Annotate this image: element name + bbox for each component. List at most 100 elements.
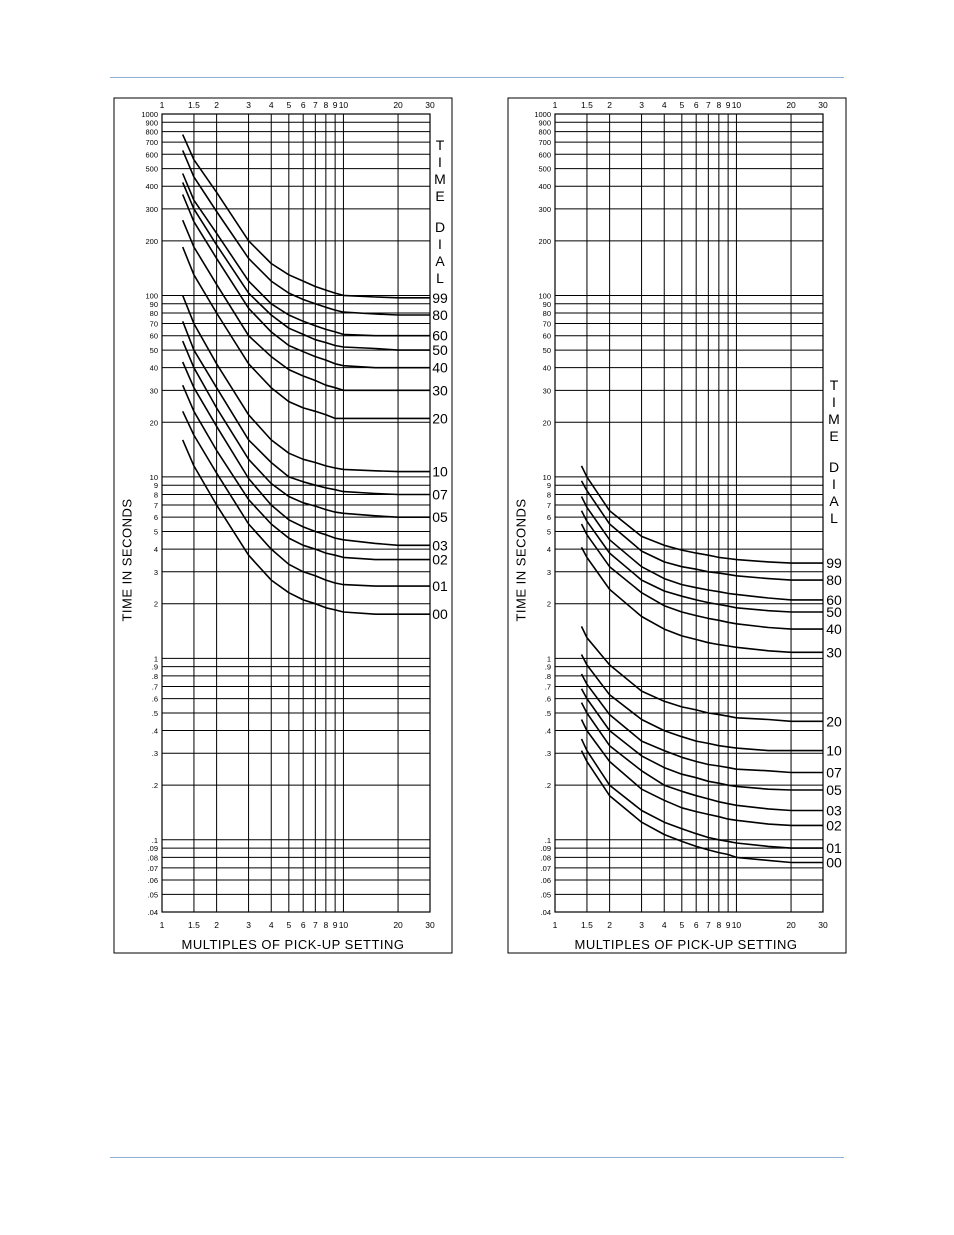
y-tick-label: 900: [145, 118, 158, 127]
chart-panel-1: 111.51.522334455667788991010202030301000…: [113, 97, 453, 954]
x-tick-label-top: 5: [679, 100, 684, 110]
x-tick-label: 9: [333, 920, 338, 930]
y-tick-label: 80: [150, 309, 158, 318]
series-line-50: [580, 510, 823, 613]
legend-title-letter: D: [829, 459, 839, 475]
y-tick-label: 200: [538, 237, 551, 246]
series-line-40: [580, 523, 823, 630]
series-label-99: 99: [826, 555, 842, 571]
y-tick-label: 60: [543, 332, 551, 341]
legend-title-letter: E: [435, 188, 444, 204]
x-tick-label-top: 1.5: [188, 100, 200, 110]
series-line-80: [580, 480, 823, 581]
y-tick-label: .07: [148, 864, 158, 873]
series-line-40: [181, 194, 430, 369]
legend-title-letter: I: [438, 236, 442, 252]
x-tick-label-top: 1: [160, 100, 165, 110]
series-line-07: [181, 321, 430, 496]
series-group: [580, 465, 823, 864]
y-tick-label: 200: [145, 237, 158, 246]
legend-title-letter: L: [830, 510, 838, 526]
header-rule: [110, 77, 844, 78]
y-tick-label: .07: [541, 864, 551, 873]
series-label-20: 20: [826, 713, 842, 729]
y-tick-label: 70: [543, 320, 551, 329]
y-tick-label: 7: [154, 501, 158, 510]
y-tick-label: .4: [545, 727, 551, 736]
x-tick-label: 2: [214, 920, 219, 930]
x-axis-title: MULTIPLES OF PICK-UP SETTING: [575, 937, 798, 952]
y-tick-label: .09: [541, 844, 551, 853]
chart-frame: [507, 97, 847, 954]
series-label-80: 80: [826, 572, 842, 588]
y-tick-label: 600: [538, 150, 551, 159]
x-tick-label: 2: [607, 920, 612, 930]
x-tick-label-top: 6: [694, 100, 699, 110]
series-label-00: 00: [826, 854, 842, 870]
plot-area: [161, 113, 431, 913]
y-tick-label: 5: [154, 528, 158, 537]
series-label-40: 40: [432, 360, 448, 376]
series-label-80: 80: [432, 307, 448, 323]
x-tick-label-top: 10: [339, 100, 349, 110]
y-tick-label: .4: [152, 727, 158, 736]
legend-title-letter: D: [435, 219, 445, 235]
x-tick-label-top: 6: [301, 100, 306, 110]
x-tick-label: 20: [786, 920, 796, 930]
series-line-60: [580, 496, 823, 601]
y-tick-label: .3: [152, 749, 158, 758]
y-tick-label: 4: [154, 545, 158, 554]
x-tick-label-top: 8: [323, 100, 328, 110]
y-tick-label: 2: [547, 600, 551, 609]
x-tick-label-top: 2: [214, 100, 219, 110]
y-tick-label: 60: [150, 332, 158, 341]
x-tick-label: 6: [694, 920, 699, 930]
series-label-50: 50: [826, 604, 842, 620]
series-line-10: [181, 295, 430, 473]
series-line-02: [181, 384, 430, 561]
y-tick-label: .08: [148, 853, 158, 862]
x-tick-label: 8: [716, 920, 721, 930]
y-tick-label: 10: [150, 473, 158, 482]
series-line-30: [181, 219, 430, 392]
y-tick-label: 6: [154, 513, 158, 522]
series-label-05: 05: [826, 782, 842, 798]
y-tick-label: 4: [547, 545, 551, 554]
x-tick-label: 4: [269, 920, 274, 930]
legend-title-letter: L: [436, 270, 444, 286]
y-tick-label: .2: [152, 781, 158, 790]
series-label-99: 99: [432, 290, 448, 306]
y-tick-label: .1: [152, 836, 158, 845]
x-tick-label-top: 7: [313, 100, 318, 110]
y-tick-label: .9: [152, 663, 158, 672]
series-label-01: 01: [432, 578, 448, 594]
y-tick-label: 70: [150, 320, 158, 329]
y-tick-label: 30: [150, 386, 158, 395]
y-tick-label: 2: [154, 600, 158, 609]
y-tick-label: 9: [547, 481, 551, 490]
x-tick-label: 1: [553, 920, 558, 930]
x-tick-label: 1.5: [581, 920, 593, 930]
x-tick-label-top: 1: [553, 100, 558, 110]
x-tick-label-top: 30: [818, 100, 828, 110]
x-tick-label-top: 1.5: [581, 100, 593, 110]
y-tick-label: 1000: [141, 110, 158, 119]
series-label-02: 02: [432, 552, 448, 568]
y-tick-label: .06: [541, 876, 551, 885]
x-tick-label-top: 30: [425, 100, 435, 110]
legend-title-letter: M: [828, 411, 840, 427]
series-label-05: 05: [432, 509, 448, 525]
y-tick-label: 700: [145, 138, 158, 147]
y-tick-label: .5: [545, 709, 551, 718]
series-line-07: [580, 673, 823, 774]
x-tick-label-top: 4: [269, 100, 274, 110]
x-tick-label: 1: [160, 920, 165, 930]
legend-title-letter: I: [832, 476, 836, 492]
y-tick-label: 400: [145, 182, 158, 191]
y-tick-label: .5: [152, 709, 158, 718]
y-tick-label: 20: [150, 418, 158, 427]
x-tick-label-top: 2: [607, 100, 612, 110]
series-line-99: [580, 465, 823, 564]
